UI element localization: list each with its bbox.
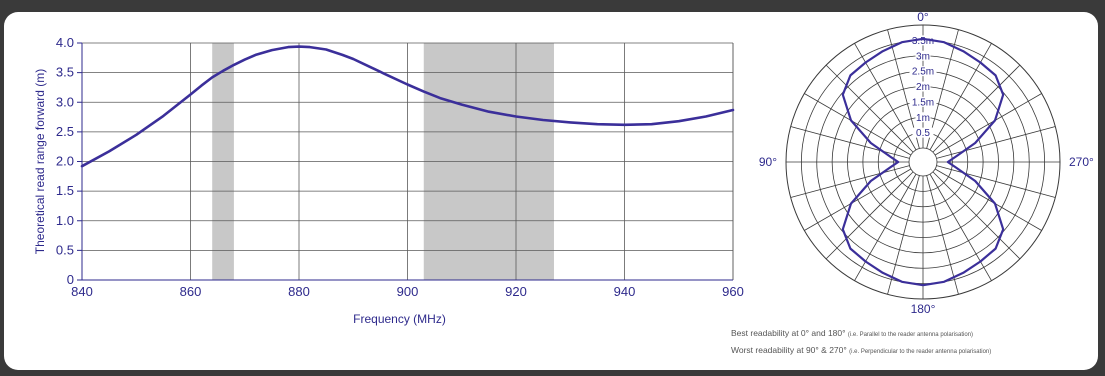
polar-spoke (790, 165, 910, 198)
angle-label: 0° (917, 12, 929, 24)
x-axis-title: Frequency (MHz) (353, 312, 446, 326)
polar-spoke (932, 64, 1021, 153)
best-readability-caption: Best readability at 0° and 180° (i.e. Pa… (731, 328, 973, 338)
x-tick-label: 940 (614, 284, 636, 299)
polar-spoke (934, 168, 1042, 231)
radial-label: 3.5m (912, 36, 934, 47)
chart-panel: 840 860 880 900 920 940 960 0 0.5 1.0 1.5 2.0 2.5 3.0… (4, 12, 1098, 370)
polar-spoke (825, 171, 914, 260)
worst-readability-text: Worst readability at 90° & 270° (731, 345, 847, 355)
radial-label: 3m (916, 51, 930, 62)
polar-spoke (854, 43, 917, 151)
y-axis-title: Theoretical read range forward (m) (33, 69, 47, 254)
best-readability-note: (i.e. Parallel to the reader antenna pol… (847, 332, 973, 338)
radial-label-bg (915, 112, 931, 123)
x-tick-label: 900 (397, 284, 419, 299)
read-range-line-1 (80, 45, 735, 168)
x-tick-label: 880 (288, 284, 310, 299)
angle-label: 270° (1069, 155, 1094, 169)
best-readability-text: Best readability at 0° and 180° (731, 328, 846, 338)
radial-label: 2m (916, 82, 930, 93)
y-tick-label: 3.0 (56, 94, 74, 109)
x-tick-label: 840 (71, 284, 93, 299)
polar-spoke (936, 126, 1056, 159)
radial-label: 0.5 (916, 128, 930, 139)
y-tick-label: 2.0 (56, 154, 74, 169)
polar-spoke (934, 93, 1042, 156)
angle-label: 90° (759, 155, 777, 169)
radial-label-bg (915, 50, 931, 61)
radial-label: 2.5m (912, 67, 934, 78)
polar-chart: 0.5 1m 1.5m 2m 2.5m 3m 3.5m 0° 90° 180° 270° (759, 12, 1094, 316)
x-tick-label: 920 (505, 284, 527, 299)
y-tick-label: 3.5 (56, 65, 74, 80)
polar-spoke (804, 168, 912, 231)
y-tick-label: 1.0 (56, 213, 74, 228)
x-tick-label: 960 (722, 284, 744, 299)
angle-label: 180° (911, 302, 936, 316)
polar-spoke (936, 165, 1056, 198)
radial-label-bg (909, 35, 937, 46)
radial-label: 1m (916, 113, 930, 124)
x-tick-label: 860 (180, 284, 202, 299)
polar-spoke (887, 175, 920, 295)
polar-spoke (804, 93, 912, 156)
polar-spoke (929, 173, 992, 281)
radial-label: 1.5m (912, 97, 934, 108)
y-tick-label: 0 (67, 272, 74, 287)
radial-label-bg (909, 96, 937, 107)
polar-spoke (929, 43, 992, 151)
polar-center-ring (908, 147, 938, 177)
worst-readability-note: (i.e. Perpendicular to the reader antenn… (849, 349, 992, 355)
y-tick-label: 1.5 (56, 183, 74, 198)
y-tick-label: 0.5 (56, 242, 74, 257)
polar-spoke (932, 171, 1021, 260)
polar-spoke (825, 64, 914, 153)
radial-label-bg (915, 81, 931, 92)
radial-label-bg (912, 127, 934, 138)
readability-pattern-line (841, 37, 1005, 287)
polar-spoke (926, 175, 959, 295)
chart-canvas: 840 860 880 900 920 940 960 0 0.5 1.0 1.5 2.0 2.5 3.0… (33, 12, 1094, 326)
radial-label-bg (909, 66, 937, 77)
y-tick-label: 4.0 (56, 35, 74, 50)
y-tick-label: 2.5 (56, 124, 74, 139)
worst-readability-caption: Worst readability at 90° & 270° (i.e. Pe… (731, 345, 991, 355)
polar-spoke (790, 126, 910, 159)
polar-spoke (854, 173, 917, 281)
